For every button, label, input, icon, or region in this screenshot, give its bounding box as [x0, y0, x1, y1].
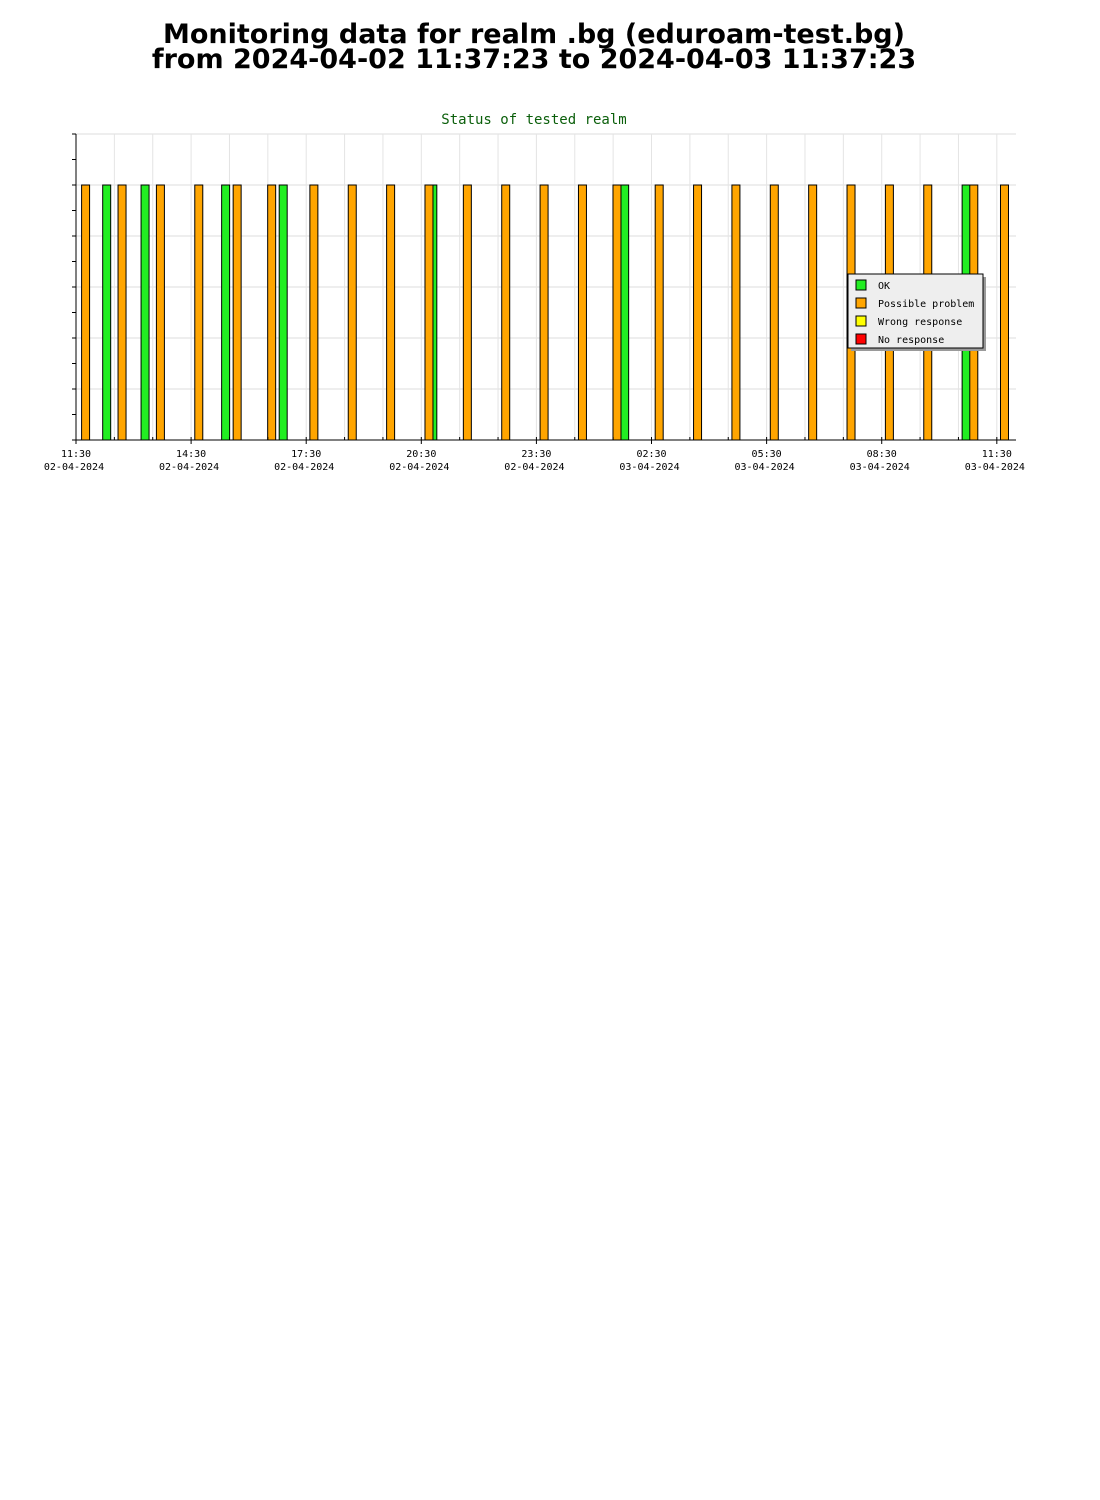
bar-possible-problem	[539, 184, 549, 441]
legend-swatch	[855, 297, 867, 309]
bar-possible-problem	[654, 184, 664, 441]
bar-possible-problem	[309, 184, 319, 441]
legend-label: OK	[878, 281, 890, 292]
x-tick-label-date: 03-04-2024	[735, 462, 795, 473]
bar-possible-problem	[424, 184, 434, 441]
x-tick-label-time: 20:30	[406, 449, 436, 460]
legend-swatch	[855, 315, 867, 327]
x-tick-label-time: 17:30	[291, 449, 321, 460]
bar-possible-problem	[501, 184, 511, 441]
x-tick-label-date: 02-04-2024	[504, 462, 564, 473]
bar-possible-problem	[693, 184, 703, 441]
status-chart: 11:30 02-04-2024 14:30 02-04-2024 17:30 02-04…	[44, 133, 1025, 473]
x-tick-label-time: 11:30	[61, 449, 91, 460]
bar-possible-problem	[808, 184, 818, 441]
legend-swatch	[855, 279, 867, 291]
bar-possible-problem	[117, 184, 127, 441]
x-tick-label-date: 03-04-2024	[965, 462, 1025, 473]
bar-ok	[102, 184, 112, 441]
x-tick-label-date: 02-04-2024	[159, 462, 219, 473]
page-title: Monitoring data for realm .bg (eduroam-t…	[0, 19, 1068, 75]
legend-label: Possible problem	[878, 299, 974, 310]
chart-title: Status of tested realm	[441, 112, 627, 128]
x-tick-label-date: 02-04-2024	[274, 462, 334, 473]
x-tick-label-time: 08:30	[867, 449, 897, 460]
legend-swatch	[855, 333, 867, 345]
bar-possible-problem	[267, 184, 277, 441]
x-tick-label-date: 03-04-2024	[850, 462, 910, 473]
bar-ok	[140, 184, 150, 441]
x-tick-label-time: 02:30	[636, 449, 666, 460]
page-title-line-1: Monitoring data for realm .bg (eduroam-t…	[163, 19, 905, 50]
bar-possible-problem	[731, 184, 741, 441]
page-title-line-2: from 2024-04-02 11:37:23 to 2024-04-03 1…	[151, 44, 917, 75]
bar-possible-problem	[232, 184, 242, 441]
x-tick-label-time: 05:30	[752, 449, 782, 460]
x-tick-label-time: 11:30	[982, 449, 1012, 460]
legend-box	[847, 273, 984, 349]
x-tick-label-time: 23:30	[521, 449, 551, 460]
bar-possible-problem	[462, 184, 472, 441]
x-tick-label-date: 02-04-2024	[44, 462, 104, 473]
x-tick-label-time: 14:30	[176, 449, 206, 460]
legend-label: No response	[878, 335, 944, 346]
bar-possible-problem	[155, 184, 165, 441]
bar-possible-problem	[999, 184, 1009, 441]
bar-possible-problem	[81, 184, 91, 441]
bar-possible-problem	[194, 184, 204, 441]
x-tick-label-date: 03-04-2024	[619, 462, 679, 473]
bar-ok	[620, 184, 630, 441]
legend-label: Wrong response	[878, 317, 962, 328]
bar-ok	[278, 184, 288, 441]
bar-possible-problem	[612, 184, 622, 441]
x-tick-label-date: 02-04-2024	[389, 462, 449, 473]
bar-possible-problem	[769, 184, 779, 441]
bar-possible-problem	[577, 184, 587, 441]
bar-possible-problem	[386, 184, 396, 441]
bar-ok	[221, 184, 231, 441]
bar-possible-problem	[347, 184, 357, 441]
